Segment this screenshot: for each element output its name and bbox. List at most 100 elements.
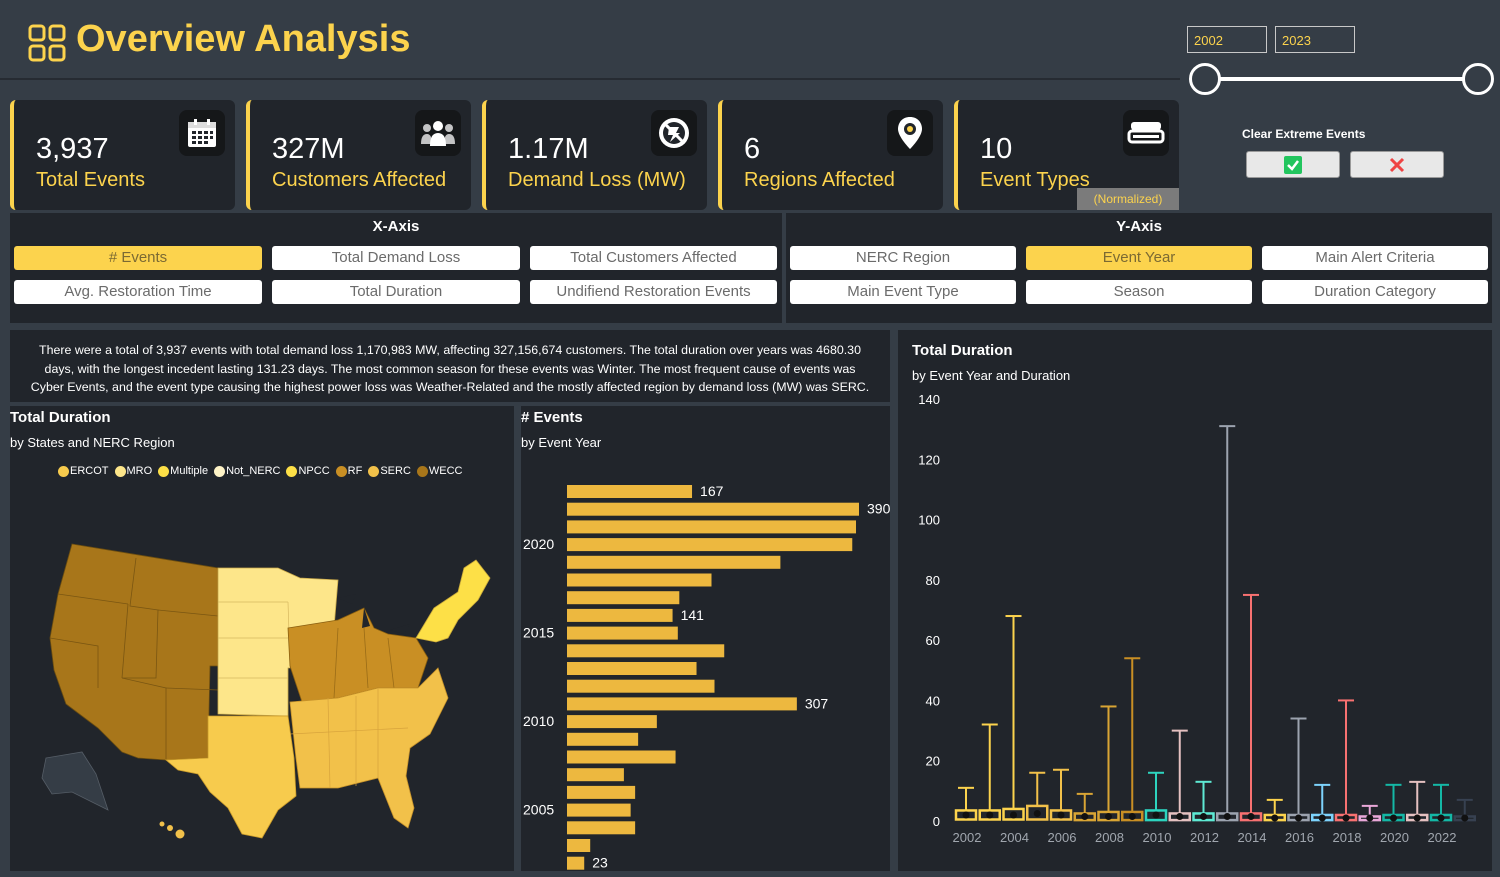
x-tick-label: 2010: [1143, 830, 1172, 845]
bar-2021: [567, 520, 857, 534]
legend-item[interactable]: WECC: [416, 465, 463, 477]
y-tick-label: 140: [918, 392, 940, 407]
median-2018: [1342, 814, 1350, 822]
legend-item[interactable]: MRO: [114, 465, 152, 477]
cancel-clear-button[interactable]: [1350, 151, 1444, 178]
y-tick-label: 80: [926, 573, 940, 588]
kpi-regions-affected: 6 Regions Affected: [718, 100, 943, 210]
y-tick-label: 20: [926, 754, 940, 769]
bar-2019: [567, 555, 781, 569]
year-slider-start-handle[interactable]: [1189, 63, 1221, 95]
bar-data-label: 167: [700, 483, 724, 499]
box-2002: [954, 809, 978, 821]
bar-2002: [567, 856, 585, 870]
kpi-label: Regions Affected: [744, 169, 895, 191]
legend-item[interactable]: SERC: [368, 465, 411, 477]
legend-label: Multiple: [170, 465, 209, 477]
legend-label: Not_NERC: [226, 465, 281, 477]
x-tick-label: 2004: [1000, 830, 1029, 845]
x-tick-label: 2012: [1190, 830, 1219, 845]
region-alaska[interactable]: [41, 751, 109, 811]
bar-2018: [567, 573, 712, 587]
region-hawaii[interactable]: [159, 821, 185, 839]
y-axis-option-duration-category[interactable]: Duration Category: [1262, 280, 1488, 304]
x-tick-label: 2020: [1380, 830, 1409, 845]
median-2006: [1057, 811, 1065, 819]
x-axis-option-total-duration[interactable]: Total Duration: [272, 280, 520, 304]
bar-chart-subtitle: by Event Year: [521, 435, 602, 450]
legend-dot: [335, 465, 347, 477]
legend-item[interactable]: ERCOT: [58, 465, 109, 477]
median-2008: [1105, 812, 1112, 820]
bar-2015: [567, 626, 678, 640]
box-chart-subtitle: by Event Year and Duration: [912, 368, 1071, 383]
median-2015: [1271, 814, 1279, 822]
y-axis-option-event-year[interactable]: Event Year: [1026, 246, 1252, 270]
layers-icon: [1123, 110, 1169, 156]
x-tick-label: 2002: [953, 830, 982, 845]
x-axis-title: X-Axis: [372, 218, 420, 235]
bar-2016: [567, 608, 673, 622]
region-wecc[interactable]: [49, 543, 219, 761]
legend-dot: [416, 465, 428, 477]
median-2020: [1390, 814, 1397, 822]
confirm-clear-button[interactable]: [1246, 151, 1340, 178]
check-icon: [1284, 155, 1302, 174]
y-axis-panel: Y-Axis NERC Region Event Year Main Alert…: [786, 213, 1492, 323]
y-axis-option-alert-criteria[interactable]: Main Alert Criteria: [1262, 246, 1488, 270]
box-2005: [1026, 804, 1049, 821]
box-2004: [1002, 807, 1025, 821]
year-slider-end-handle[interactable]: [1462, 63, 1494, 95]
x-tick-label: 2014: [1238, 830, 1267, 845]
y-axis-option-nerc-region[interactable]: NERC Region: [790, 246, 1016, 270]
median-2004: [1010, 811, 1017, 819]
summary-line: There were a total of 3,937 events with …: [39, 343, 861, 357]
header: Overview Analysis: [0, 0, 1180, 80]
bar-data-label: 141: [681, 607, 705, 623]
kpi-value: 10: [980, 133, 1013, 165]
bar-2014: [567, 644, 725, 658]
x-axis-option-customers-affected[interactable]: Total Customers Affected: [530, 246, 777, 270]
bar-2017: [567, 591, 680, 605]
region-ercot[interactable]: [164, 715, 297, 839]
summary-text: There were a total of 3,937 events with …: [10, 330, 890, 402]
bar-2010: [567, 715, 657, 729]
x-tick-label: 2016: [1285, 830, 1314, 845]
us-map[interactable]: [38, 538, 498, 868]
calendar-icon: [179, 110, 225, 156]
y-tick-label: 2005: [523, 802, 554, 818]
median-2023: [1461, 814, 1469, 822]
kpi-label: Customers Affected: [272, 169, 447, 191]
x-axis-option-events[interactable]: # Events: [14, 246, 262, 270]
region-npcc[interactable]: [415, 559, 491, 643]
y-tick-label: 2020: [523, 536, 554, 552]
legend-dot: [286, 465, 298, 477]
box-2010: [1144, 809, 1168, 822]
x-axis-option-undefined-restoration[interactable]: Undifiend Restoration Events: [530, 280, 777, 304]
y-axis-option-event-type[interactable]: Main Event Type: [790, 280, 1016, 304]
kpi-demand-loss: 1.17M Demand Loss (MW): [482, 100, 707, 210]
region-serc[interactable]: [289, 667, 449, 829]
year-slider-track[interactable]: [1204, 77, 1478, 81]
x-axis-option-restoration-time[interactable]: Avg. Restoration Time: [14, 280, 262, 304]
legend-item[interactable]: Not_NERC: [214, 465, 280, 477]
median-2014: [1247, 812, 1255, 820]
normalized-badge: (Normalized): [1077, 188, 1179, 210]
median-2005: [1033, 809, 1041, 817]
median-2003: [986, 811, 994, 819]
end-year-input[interactable]: 2023: [1275, 26, 1355, 53]
legend-label: RF: [347, 465, 363, 477]
legend-dot: [58, 465, 69, 477]
start-year-input[interactable]: 2002: [1187, 26, 1267, 53]
legend-item[interactable]: Multiple: [158, 465, 208, 477]
legend-item[interactable]: RF: [335, 465, 363, 477]
legend-item[interactable]: NPCC: [286, 465, 330, 477]
kpi-label: Demand Loss (MW): [508, 169, 686, 191]
y-axis-option-season[interactable]: Season: [1026, 280, 1252, 304]
x-axis-option-demand-loss[interactable]: Total Demand Loss: [272, 246, 520, 270]
bar-2004: [567, 821, 636, 835]
no-power-icon: [651, 110, 697, 156]
map-title: Total Duration: [10, 409, 111, 426]
median-2002: [962, 811, 970, 819]
bar-2022: [567, 502, 859, 516]
